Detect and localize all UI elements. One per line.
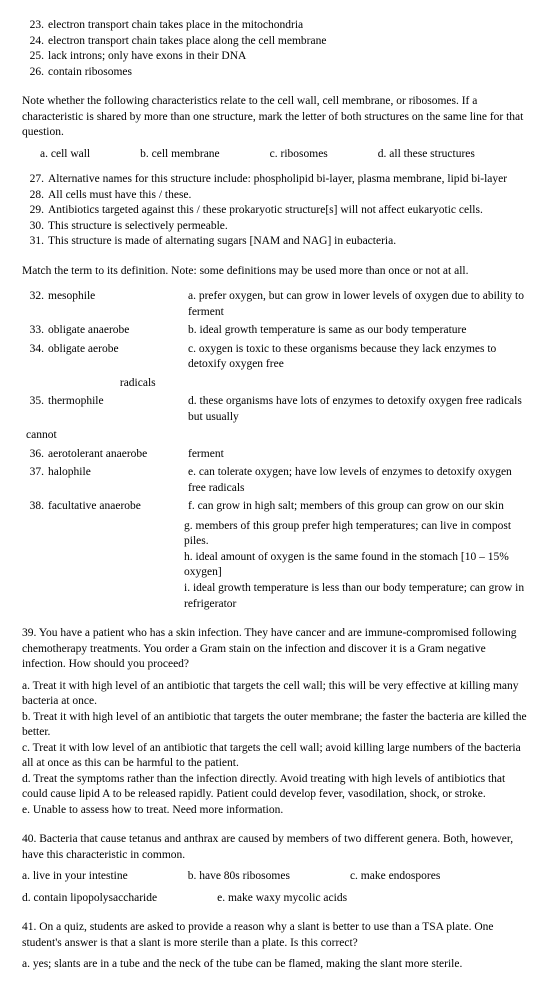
num: 23. xyxy=(22,18,48,34)
text: electron transport chain takes place alo… xyxy=(48,34,532,50)
q39-e: e. Unable to assess how to treat. Need m… xyxy=(22,803,532,819)
q40-stem: 40. Bacteria that cause tetanus and anth… xyxy=(22,832,532,863)
q40-row2: d. contain lipopolysaccharide e. make wa… xyxy=(22,891,532,907)
choice-c: c. ribosomes xyxy=(270,147,328,163)
match-33: 33.obligate anaerobeb. ideal growth temp… xyxy=(22,323,532,339)
item-29: 29.Antibiotics targeted against this / t… xyxy=(22,203,532,219)
q39-d: d. Treat the symptoms rather than the in… xyxy=(22,772,532,803)
q39-c: c. Treat it with low level of an antibio… xyxy=(22,741,532,772)
choice-a: a. cell wall xyxy=(40,147,90,163)
q39-b: b. Treat it with high level of an antibi… xyxy=(22,710,532,741)
q39-a: a. Treat it with high level of an antibi… xyxy=(22,679,532,710)
q40-b: b. have 80s ribosomes xyxy=(188,869,290,885)
item-27: 27.Alternative names for this structure … xyxy=(22,172,532,188)
q41-a: a. yes; slants are in a tube and the nec… xyxy=(22,957,532,973)
item-26: 26.contain ribosomes xyxy=(22,65,532,81)
note-structures: Note whether the following characteristi… xyxy=(22,94,532,141)
choices-structures: a. cell wall b. cell membrane c. ribosom… xyxy=(40,147,532,163)
choice-b: b. cell membrane xyxy=(140,147,220,163)
match-35: 35.thermophiled. these organisms have lo… xyxy=(22,394,532,425)
opt-h: h. ideal amount of oxygen is the same fo… xyxy=(184,550,532,581)
match-block: 32.mesophilea. prefer oxygen, but can gr… xyxy=(22,289,532,612)
match-37: 37.halophilee. can tolerate oxygen; have… xyxy=(22,465,532,496)
text: electron transport chain takes place in … xyxy=(48,18,532,34)
text: lack introns; only have exons in their D… xyxy=(48,49,532,65)
q39-stem: 39. You have a patient who has a skin in… xyxy=(22,626,532,673)
match-35b: cannot xyxy=(22,428,532,444)
num: 24. xyxy=(22,34,48,50)
q41-stem: 41. On a quiz, students are asked to pro… xyxy=(22,920,532,951)
q40-row1: a. live in your intestine b. have 80s ri… xyxy=(22,869,532,885)
item-31: 31.This structure is made of alternating… xyxy=(22,234,532,250)
q40-a: a. live in your intestine xyxy=(22,869,128,885)
num: 26. xyxy=(22,65,48,81)
opt-g: g. members of this group prefer high tem… xyxy=(184,519,532,550)
match-32: 32.mesophilea. prefer oxygen, but can gr… xyxy=(22,289,532,320)
item-25: 25.lack introns; only have exons in thei… xyxy=(22,49,532,65)
list-27-31: 27.Alternative names for this structure … xyxy=(22,172,532,250)
match-36: 36.aerotolerant anaerobeferment xyxy=(22,447,532,463)
item-24: 24.electron transport chain takes place … xyxy=(22,34,532,50)
list-23-26: 23.electron transport chain takes place … xyxy=(22,18,532,80)
match-intro: Match the term to its definition. Note: … xyxy=(22,264,532,280)
match-34b: radicals xyxy=(22,376,532,392)
choice-d: d. all these structures xyxy=(378,147,475,163)
text: contain ribosomes xyxy=(48,65,532,81)
num: 25. xyxy=(22,49,48,65)
match-tail: g. members of this group prefer high tem… xyxy=(184,519,532,612)
q40-c: c. make endospores xyxy=(350,869,440,885)
item-23: 23.electron transport chain takes place … xyxy=(22,18,532,34)
match-38: 38.facultative anaerobef. can grow in hi… xyxy=(22,499,532,515)
q40-e: e. make waxy mycolic acids xyxy=(217,891,347,907)
q40-d: d. contain lipopolysaccharide xyxy=(22,891,157,907)
opt-i: i. ideal growth temperature is less than… xyxy=(184,581,532,612)
item-28: 28.All cells must have this / these. xyxy=(22,188,532,204)
match-34: 34.obligate aerobec. oxygen is toxic to … xyxy=(22,342,532,373)
item-30: 30.This structure is selectively permeab… xyxy=(22,219,532,235)
